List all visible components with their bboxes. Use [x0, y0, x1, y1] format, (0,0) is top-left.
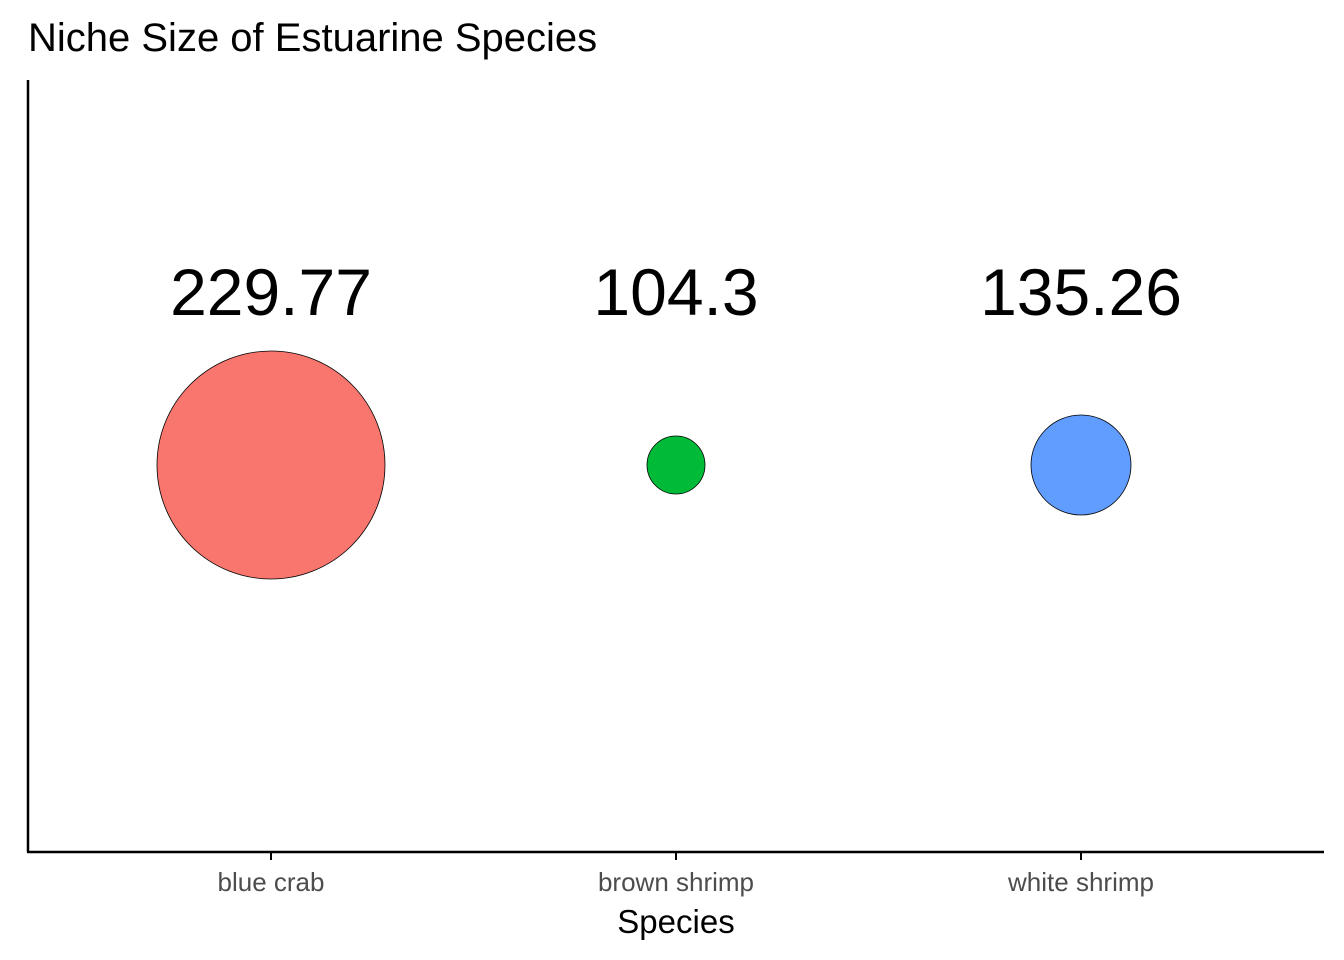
chart-title: Niche Size of Estuarine Species: [28, 16, 597, 60]
chart-marks: 229.77 blue crab 104.3 brown shrimp 135.26 wh…: [156, 255, 1182, 897]
x-axis-title: Species: [617, 903, 734, 940]
x-tick-label: brown shrimp: [598, 867, 754, 897]
value-label: 104.3: [593, 255, 758, 329]
x-tick-label: blue crab: [218, 867, 325, 897]
bubble-brown-shrimp: [646, 435, 706, 495]
value-label: 229.77: [170, 255, 372, 329]
x-tick-label: white shrimp: [1007, 867, 1154, 897]
value-label: 135.26: [980, 255, 1182, 329]
bubble-white-shrimp: [1030, 414, 1132, 516]
bubble-blue-crab: [156, 350, 386, 580]
